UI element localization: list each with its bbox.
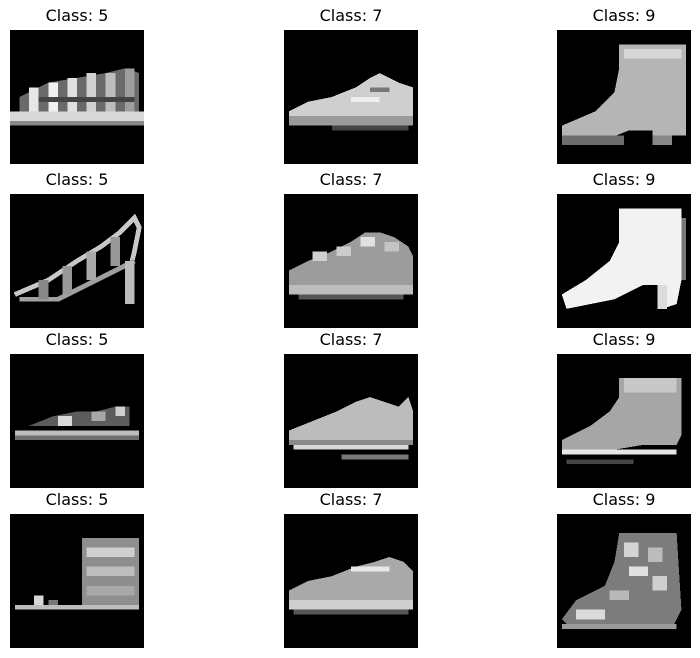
ankle-boot-2-icon	[557, 354, 691, 488]
sneaker-low-2-icon	[284, 354, 418, 488]
image-title: Class: 5	[45, 330, 109, 349]
image-title: Class: 9	[592, 6, 656, 25]
boot-image	[557, 354, 691, 488]
sneaker-textured-icon	[284, 194, 418, 328]
sneaker-image	[284, 354, 418, 488]
sandal-image	[10, 30, 144, 164]
image-title: Class: 7	[319, 6, 383, 25]
sneaker-low-icon	[284, 30, 418, 164]
image-title: Class: 9	[592, 330, 656, 349]
sneaker-image	[284, 30, 418, 164]
image-title: Class: 5	[45, 6, 109, 25]
sneaker-image	[284, 194, 418, 328]
sandal-strappy-icon	[10, 30, 144, 164]
flat-sandal-icon	[10, 354, 144, 488]
platform-sandal-icon	[10, 514, 144, 648]
image-title: Class: 5	[45, 170, 109, 189]
white-heeled-boot-icon	[557, 194, 691, 328]
image-title: Class: 7	[319, 170, 383, 189]
high-heel-sandal-icon	[10, 194, 144, 328]
image-title: Class: 9	[592, 490, 656, 509]
ankle-boot-icon	[557, 30, 691, 164]
boot-image	[557, 194, 691, 328]
sandal-image	[10, 514, 144, 648]
patterned-boot-icon	[557, 514, 691, 648]
boot-image	[557, 30, 691, 164]
boot-image	[557, 514, 691, 648]
sneaker-low-3-icon	[284, 514, 418, 648]
sandal-image	[10, 354, 144, 488]
sneaker-image	[284, 514, 418, 648]
image-title: Class: 9	[592, 170, 656, 189]
sandal-image	[10, 194, 144, 328]
image-title: Class: 7	[319, 490, 383, 509]
image-title: Class: 5	[45, 490, 109, 509]
image-title: Class: 7	[319, 330, 383, 349]
